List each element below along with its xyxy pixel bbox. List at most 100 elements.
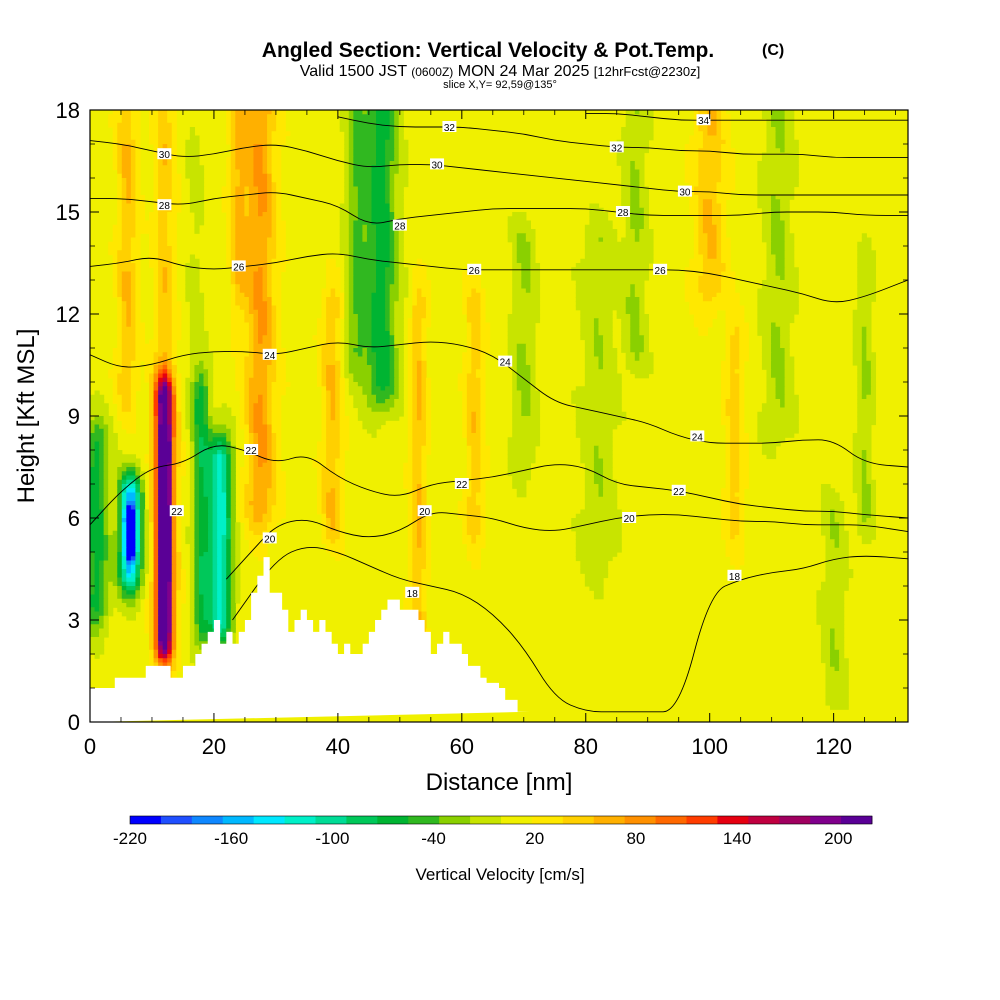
velocity-cell <box>389 186 395 192</box>
velocity-cell <box>167 611 173 617</box>
velocity-cell <box>721 505 731 511</box>
velocity-cell <box>348 186 359 192</box>
velocity-cell <box>698 212 704 217</box>
velocity-cell <box>398 373 404 379</box>
velocity-cell <box>117 484 123 489</box>
velocity-cell <box>870 377 877 383</box>
velocity-cell <box>521 275 531 281</box>
velocity-cell <box>516 365 531 370</box>
velocity-cell <box>230 530 236 536</box>
velocity-cell <box>707 118 718 124</box>
velocity-cell <box>208 526 214 532</box>
velocity-cell <box>167 654 173 659</box>
velocity-cell <box>603 360 618 366</box>
velocity-cell <box>593 458 604 464</box>
velocity-cell <box>348 139 354 145</box>
velocity-cell <box>90 488 100 494</box>
velocity-cell <box>217 484 223 489</box>
velocity-cell <box>412 335 423 341</box>
velocity-cell <box>516 343 527 349</box>
velocity-cell <box>317 369 323 375</box>
velocity-cell <box>385 156 395 162</box>
velocity-cell <box>117 479 123 485</box>
velocity-cell <box>167 161 173 166</box>
velocity-cell <box>385 322 391 328</box>
velocity-cell <box>162 649 168 655</box>
velocity-cell <box>121 479 127 485</box>
velocity-cell <box>634 352 640 358</box>
velocity-cell <box>757 161 799 166</box>
velocity-cell <box>339 509 345 515</box>
velocity-cell <box>857 305 872 311</box>
velocity-cell <box>771 224 786 230</box>
velocity-cell <box>135 288 141 294</box>
velocity-cell <box>94 564 100 570</box>
velocity-cell <box>230 475 236 481</box>
velocity-cell <box>226 518 232 523</box>
velocity-cell <box>257 203 268 209</box>
velocity-cell <box>630 326 640 332</box>
velocity-cell <box>208 535 214 540</box>
velocity-cell <box>861 394 867 400</box>
velocity-cell <box>171 161 177 166</box>
velocity-cell <box>466 547 482 553</box>
velocity-cell <box>226 560 232 566</box>
velocity-cell <box>621 186 631 192</box>
velocity-cell <box>253 369 268 375</box>
velocity-cell <box>530 411 541 417</box>
velocity-cell <box>230 352 250 358</box>
velocity-cell <box>348 190 359 196</box>
velocity-cell <box>94 586 100 591</box>
velocity-cell <box>407 526 413 532</box>
velocity-cell <box>158 114 168 120</box>
velocity-cell <box>230 220 236 226</box>
velocity-cell <box>94 462 100 468</box>
velocity-cell <box>244 186 250 192</box>
velocity-cell <box>257 186 268 192</box>
velocity-cell <box>394 348 400 353</box>
velocity-cell <box>153 645 159 651</box>
velocity-cell <box>389 237 395 243</box>
velocity-cell <box>398 267 409 273</box>
velocity-cell <box>276 212 282 217</box>
velocity-cell <box>194 377 200 383</box>
velocity-cell <box>421 445 432 451</box>
velocity-cell <box>376 118 391 124</box>
velocity-cell <box>167 637 173 642</box>
velocity-cell <box>167 632 173 638</box>
velocity-cell <box>852 484 863 489</box>
velocity-cell <box>94 552 105 557</box>
velocity-cell <box>371 301 386 307</box>
velocity-cell <box>208 416 214 421</box>
velocity-cell <box>784 144 799 149</box>
velocity-cell <box>471 356 482 362</box>
velocity-cell <box>176 454 182 460</box>
velocity-cell <box>276 467 282 472</box>
velocity-cell <box>771 195 777 200</box>
velocity-cell <box>248 377 268 383</box>
velocity-cell <box>816 611 845 617</box>
velocity-cell <box>321 522 327 528</box>
velocity-cell <box>707 110 718 115</box>
velocity-cell <box>421 390 427 396</box>
velocity-cell <box>230 254 236 260</box>
velocity-cell <box>371 407 391 413</box>
velocity-cell <box>616 139 650 145</box>
velocity-cell <box>376 382 391 387</box>
velocity-cell <box>153 190 159 196</box>
velocity-cell <box>99 492 105 498</box>
velocity-cell <box>244 484 255 489</box>
velocity-cell <box>117 577 123 583</box>
velocity-cell <box>121 611 136 617</box>
velocity-cell <box>689 195 699 200</box>
velocity-cell <box>339 420 350 426</box>
velocity-cell <box>321 428 327 434</box>
velocity-cell <box>189 552 196 557</box>
velocity-cell <box>416 365 423 370</box>
velocity-cell <box>571 271 650 277</box>
velocity-cell <box>130 246 141 251</box>
velocity-cell <box>176 611 182 617</box>
velocity-cell <box>621 318 631 324</box>
velocity-cell <box>335 369 341 375</box>
velocity-cell <box>171 203 182 209</box>
